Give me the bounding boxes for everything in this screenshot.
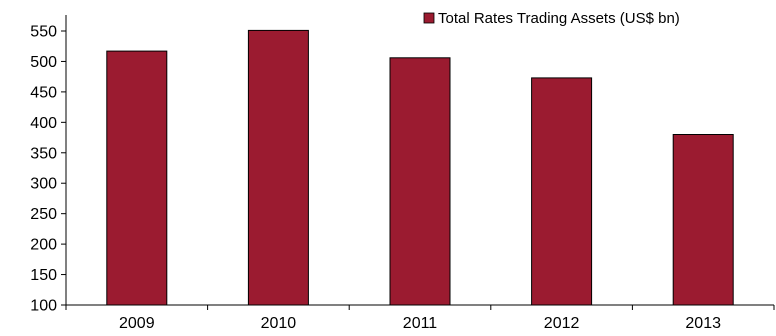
bar-2011: [389, 57, 451, 306]
y-tick-label: 350: [30, 145, 57, 162]
x-axis: 2009 2010 2011 2012 2013: [65, 304, 775, 332]
y-tick-label: 100: [30, 298, 57, 315]
x-tick-label: 2010: [261, 315, 297, 332]
bars-group: [106, 29, 734, 306]
y-tick-label: 450: [30, 84, 57, 101]
bar-2012: [531, 77, 593, 306]
x-tick-label: 2009: [119, 315, 155, 332]
y-tick-label: 150: [30, 267, 57, 284]
x-tick-label: 2011: [403, 315, 438, 332]
y-tick-label: 200: [30, 237, 57, 254]
y-tick-label: 550: [30, 24, 57, 41]
y-axis: 100 150 200 250 300 350 400 450 500 550: [30, 15, 67, 315]
y-tick-label: 300: [30, 176, 57, 193]
legend-swatch: [423, 12, 435, 24]
y-tick-label: 400: [30, 115, 57, 132]
bar-2009: [106, 50, 168, 306]
x-tick-label: 2012: [544, 315, 580, 332]
bar-2013: [672, 134, 734, 306]
legend-label: Total Rates Trading Assets (US$ bn): [438, 10, 680, 27]
y-tick-label: 500: [30, 54, 57, 71]
y-tick-label: 250: [30, 206, 57, 223]
bar-2010: [247, 29, 309, 306]
legend: Total Rates Trading Assets (US$ bn): [423, 10, 680, 27]
x-tick-label: 2013: [685, 315, 721, 332]
